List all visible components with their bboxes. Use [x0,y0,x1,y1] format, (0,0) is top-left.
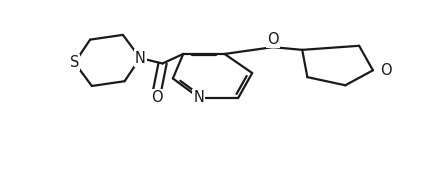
Text: N: N [135,51,146,65]
Text: N: N [193,90,204,105]
Text: O: O [152,90,163,105]
Text: O: O [267,32,279,47]
Text: S: S [70,55,79,70]
Text: O: O [380,63,392,78]
